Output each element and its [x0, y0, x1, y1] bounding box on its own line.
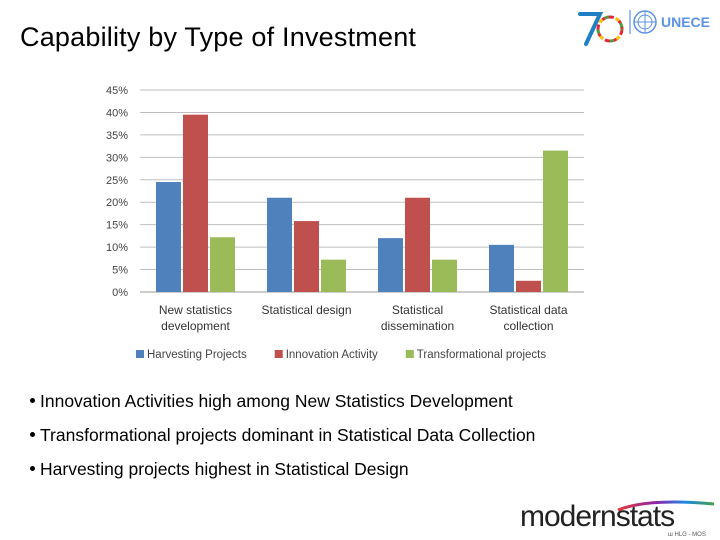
y-tick-label: 10% — [106, 242, 128, 254]
bar — [321, 259, 346, 292]
x-tick-label: New statistics — [159, 303, 232, 317]
legend-swatch — [136, 350, 144, 358]
bar-chart: 0% 5% 10% 15% 20% 25% 30% 35% 40% 45% New statisti… — [106, 85, 584, 361]
x-tick-label: Statistical design — [261, 303, 351, 317]
bar — [210, 237, 235, 292]
y-tick-label: 30% — [106, 152, 128, 164]
y-tick-label: 25% — [106, 175, 128, 187]
bar — [516, 280, 541, 292]
y-tick-label: 0% — [112, 287, 128, 299]
x-tick-label: Statistical — [392, 303, 443, 317]
y-tick-label: 20% — [106, 197, 128, 209]
legend-swatch — [274, 350, 283, 358]
bar — [378, 238, 403, 292]
bar — [294, 221, 319, 292]
y-tick-label: 35% — [106, 130, 128, 142]
y-tick-label: 45% — [106, 85, 128, 97]
y-tick-label: 5% — [112, 265, 128, 277]
y-tick-label: 40% — [106, 107, 128, 119]
slide-title: Capability by Type of Investment — [20, 22, 417, 52]
bullet-dot-icon — [30, 397, 35, 403]
bullet-list: Innovation Activities high among New Sta… — [30, 388, 535, 490]
modernstats-logo: modernstats ш HLG - MOS — [520, 500, 714, 538]
bar — [156, 182, 181, 292]
unece-70-logo: 70 — [578, 12, 624, 48]
x-tick-label: collection — [503, 319, 553, 333]
legend-label: Innovation Activity — [286, 349, 378, 361]
x-tick-label: Statistical data — [489, 303, 567, 317]
modernstats-subtext: ш HLG - MOS — [668, 532, 706, 538]
legend-label: Transformational projects — [417, 349, 547, 361]
seventy-text: 70 — [594, 46, 596, 48]
bar — [543, 150, 568, 292]
x-tick-label: dissemination — [381, 319, 454, 333]
modernstats-text: modernstats — [520, 500, 674, 533]
bar — [405, 197, 430, 292]
y-tick-label: 15% — [106, 220, 128, 232]
legend-label: Harvesting Projects — [147, 349, 247, 361]
bar — [432, 259, 457, 292]
x-tick-label: development — [161, 319, 230, 333]
bar — [183, 114, 208, 292]
bar — [267, 197, 292, 292]
bullet-item: Innovation Activities high among New Sta… — [30, 388, 535, 422]
bullet-dot-icon — [30, 431, 35, 437]
bar — [489, 244, 514, 292]
unece-logo: UNECE — [629, 10, 710, 34]
bullet-dot-icon — [30, 465, 35, 471]
legend-swatch — [405, 350, 414, 358]
unece-text: UNECE — [661, 14, 710, 30]
bar-chart-container: 0% 5% 10% 15% 20% 25% 30% 35% 40% 45% New statisti… — [92, 78, 592, 372]
bullet-item: Harvesting projects highest in Statistic… — [30, 456, 535, 490]
bullet-item: Transformational projects dominant in St… — [30, 422, 535, 456]
